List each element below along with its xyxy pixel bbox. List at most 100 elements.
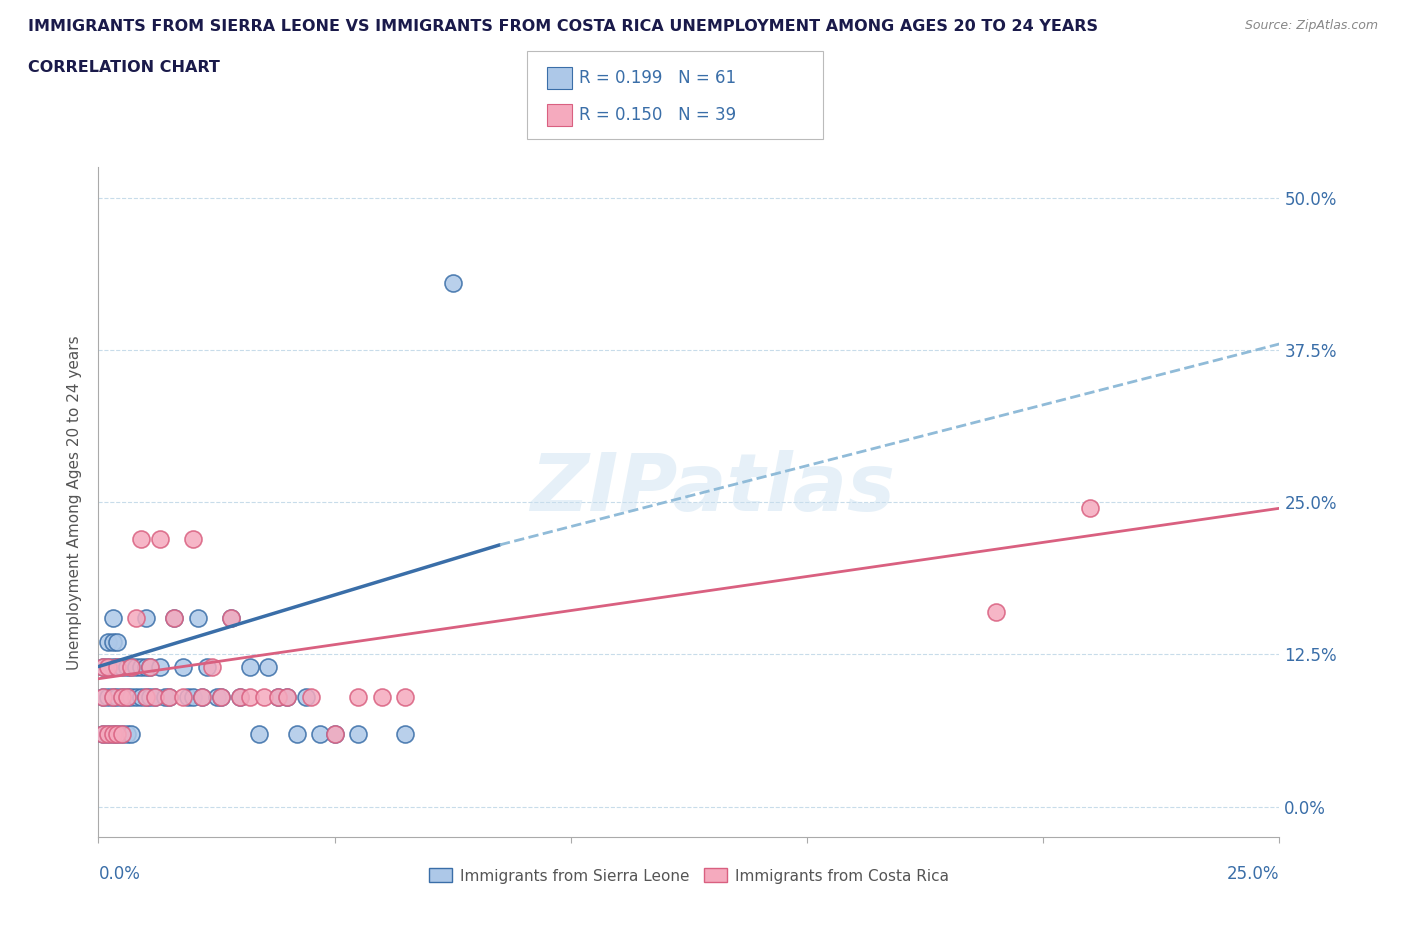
Point: [111, 689, 134, 704]
Point: [101, 726, 124, 741]
Text: IMMIGRANTS FROM SIERRA LEONE VS IMMIGRANTS FROM COSTA RICA UNEMPLOYMENT AMONG AG: IMMIGRANTS FROM SIERRA LEONE VS IMMIGRAN…: [28, 19, 1098, 33]
Point: [97, 726, 120, 741]
Point: [101, 689, 124, 704]
Point: [276, 689, 298, 704]
Point: [257, 659, 280, 674]
Point: [101, 689, 124, 704]
Point: [323, 726, 346, 741]
Point: [181, 531, 204, 546]
Point: [129, 531, 152, 546]
Point: [91, 689, 114, 704]
Point: [394, 689, 416, 704]
Point: [139, 659, 162, 674]
Point: [111, 659, 134, 674]
Point: [209, 689, 232, 704]
Point: [163, 610, 186, 625]
Point: [299, 689, 322, 704]
Point: [149, 531, 172, 546]
Point: [105, 689, 128, 704]
Point: [247, 726, 270, 741]
Point: [121, 689, 143, 704]
Point: [276, 689, 298, 704]
Point: [135, 689, 157, 704]
Point: [105, 659, 128, 674]
Point: [371, 689, 394, 704]
Point: [105, 726, 128, 741]
Point: [157, 689, 180, 704]
Point: [91, 726, 114, 741]
Text: CORRELATION CHART: CORRELATION CHART: [28, 60, 219, 75]
Point: [253, 689, 276, 704]
Point: [97, 689, 120, 704]
Point: [984, 604, 1007, 619]
Text: 25.0%: 25.0%: [1227, 865, 1279, 883]
Point: [101, 635, 124, 650]
Point: [125, 610, 148, 625]
Point: [394, 726, 416, 741]
Point: [97, 659, 120, 674]
Point: [121, 659, 143, 674]
Point: [91, 659, 114, 674]
Text: R = 0.199   N = 61: R = 0.199 N = 61: [579, 69, 737, 86]
Point: [295, 689, 318, 704]
Point: [111, 726, 134, 741]
Point: [149, 659, 172, 674]
Point: [143, 689, 166, 704]
Text: ZIPatlas: ZIPatlas: [530, 450, 896, 528]
Point: [115, 689, 138, 704]
Point: [209, 689, 232, 704]
Point: [115, 659, 138, 674]
Point: [105, 635, 128, 650]
Point: [105, 659, 128, 674]
Point: [191, 689, 214, 704]
Point: [239, 689, 262, 704]
Point: [121, 659, 143, 674]
Point: [111, 689, 134, 704]
Point: [205, 689, 228, 704]
Point: [347, 726, 370, 741]
Point: [91, 726, 114, 741]
Point: [347, 689, 370, 704]
Text: 0.0%: 0.0%: [98, 865, 141, 883]
Text: Source: ZipAtlas.com: Source: ZipAtlas.com: [1244, 19, 1378, 32]
Point: [125, 659, 148, 674]
Point: [187, 610, 209, 625]
Point: [163, 610, 186, 625]
Point: [285, 726, 308, 741]
Point: [101, 659, 124, 674]
Point: [153, 689, 176, 704]
Point: [201, 659, 224, 674]
Point: [1080, 501, 1102, 516]
Point: [115, 689, 138, 704]
Point: [91, 689, 114, 704]
Point: [125, 689, 148, 704]
Point: [229, 689, 252, 704]
Point: [101, 726, 124, 741]
Point: [105, 726, 128, 741]
Point: [97, 659, 120, 674]
Point: [181, 689, 204, 704]
Point: [135, 659, 157, 674]
Point: [267, 689, 290, 704]
Point: [135, 689, 157, 704]
Point: [111, 726, 134, 741]
Point: [219, 610, 242, 625]
Point: [139, 689, 162, 704]
Point: [323, 726, 346, 741]
Point: [229, 689, 252, 704]
Point: [441, 275, 464, 290]
Point: [157, 689, 180, 704]
Y-axis label: Unemployment Among Ages 20 to 24 years: Unemployment Among Ages 20 to 24 years: [67, 335, 83, 670]
Point: [172, 659, 194, 674]
Point: [121, 726, 143, 741]
Point: [177, 689, 200, 704]
Point: [195, 659, 218, 674]
Point: [267, 689, 290, 704]
Point: [139, 659, 162, 674]
Point: [172, 689, 194, 704]
Point: [115, 726, 138, 741]
Point: [97, 635, 120, 650]
Point: [91, 659, 114, 674]
Point: [135, 610, 157, 625]
Point: [219, 610, 242, 625]
